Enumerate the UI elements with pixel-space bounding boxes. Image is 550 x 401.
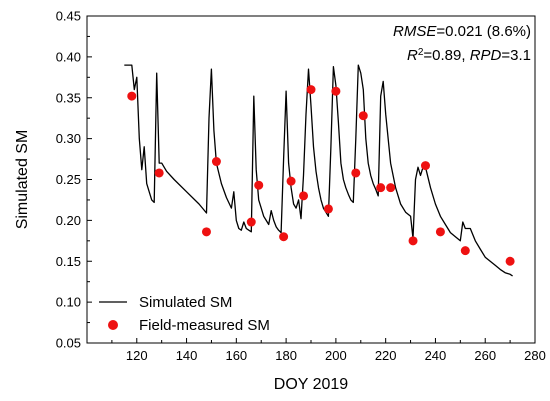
field-measured-point xyxy=(306,85,316,95)
r2-rpd-annotation: R2=0.89, RPD=3.1 xyxy=(407,47,531,65)
metrics-annotation: RMSE=0.021 (8.6%) R2=0.89, RPD=3.1 xyxy=(393,23,531,64)
field-measured-point xyxy=(358,111,368,121)
series-simulated-sm xyxy=(124,64,513,277)
y-tick-label: 0.30 xyxy=(56,131,81,146)
field-measured-point xyxy=(505,256,515,266)
field-measured-point xyxy=(279,232,289,242)
field-measured-point xyxy=(246,217,256,227)
x-tick-label: 200 xyxy=(325,348,347,363)
y-tick-label: 0.45 xyxy=(56,9,81,24)
rpd-label: RPD xyxy=(470,47,502,64)
x-tick-label: 140 xyxy=(176,348,198,363)
field-measured-point xyxy=(351,168,361,178)
field-measured-point xyxy=(408,236,418,246)
r2-label: R xyxy=(407,47,418,64)
field-measured-point xyxy=(323,204,333,214)
axis-tick-labels: 120 140 160 180 200 220 240 260 280 0.05 0.10 0.15 0… xyxy=(56,9,546,364)
x-axis-title: DOY 2019 xyxy=(274,376,349,393)
y-tick-label: 0.20 xyxy=(56,213,81,228)
y-tick-label: 0.10 xyxy=(56,295,81,310)
x-tick-label: 260 xyxy=(474,348,496,363)
x-tick-label: 240 xyxy=(425,348,447,363)
field-measured-point xyxy=(299,191,309,201)
field-measured-point xyxy=(376,183,386,193)
x-tick-label: 280 xyxy=(524,348,546,363)
axis-ticks xyxy=(87,15,536,344)
series-field-measured-sm xyxy=(127,85,515,266)
y-tick-label: 0.15 xyxy=(56,254,81,269)
rmse-value: =0.021 (8.6%) xyxy=(436,23,531,40)
r2-superscript: 2 xyxy=(418,47,424,58)
rpd-value: =3.1 xyxy=(501,47,531,64)
legend-label-simulated: Simulated SM xyxy=(139,294,232,311)
field-measured-point xyxy=(420,161,430,171)
r2-value: =0.89, xyxy=(423,47,469,64)
rmse-label: RMSE xyxy=(393,23,437,40)
rmse-annotation: RMSE=0.021 (8.6%) xyxy=(393,23,531,40)
field-measured-point xyxy=(286,176,296,186)
y-tick-label: 0.35 xyxy=(56,90,81,105)
legend: Simulated SM Field-measured SM xyxy=(99,294,270,334)
x-tick-label: 220 xyxy=(375,348,397,363)
x-tick-label: 160 xyxy=(225,348,247,363)
y-tick-label: 0.40 xyxy=(56,49,81,64)
simulated-sm-line xyxy=(124,64,513,277)
x-tick-label: 120 xyxy=(126,348,148,363)
legend-dot-swatch xyxy=(108,320,118,330)
y-axis-title: Simulated SM xyxy=(14,130,31,230)
field-measured-point xyxy=(201,227,211,237)
field-measured-point xyxy=(435,227,445,237)
field-measured-point xyxy=(460,246,470,256)
legend-label-field: Field-measured SM xyxy=(139,317,270,334)
field-measured-point xyxy=(211,157,221,167)
field-measured-point xyxy=(254,180,264,190)
field-measured-point xyxy=(127,91,137,101)
field-measured-point xyxy=(331,86,341,96)
y-tick-label: 0.05 xyxy=(56,336,81,351)
y-tick-label: 0.25 xyxy=(56,172,81,187)
field-measured-point xyxy=(154,168,164,178)
field-measured-point xyxy=(386,183,396,193)
x-tick-label: 180 xyxy=(275,348,297,363)
